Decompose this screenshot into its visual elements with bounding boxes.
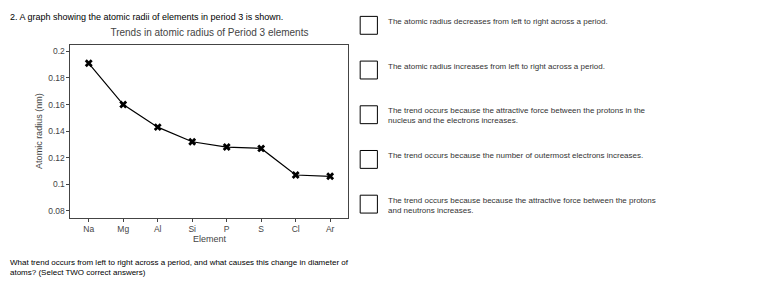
svg-text:2. A graph showing the atomic: 2. A graph showing the atomic radii of e…	[10, 12, 283, 22]
svg-text:0.08: 0.08	[48, 206, 65, 216]
svg-text:0.1: 0.1	[53, 179, 65, 189]
svg-text:Atomic radius (nm): Atomic radius (nm)	[34, 93, 44, 169]
svg-text:Cl: Cl	[292, 224, 300, 234]
svg-text:0.12: 0.12	[48, 153, 65, 163]
svg-text:P: P	[224, 224, 230, 234]
svg-text:The trend occurs because the n: The trend occurs because the number of o…	[388, 151, 643, 160]
svg-text:The atomic radius increases fr: The atomic radius increases from left to…	[388, 62, 605, 71]
svg-text:The atomic radius decreases fr: The atomic radius decreases from left to…	[388, 17, 608, 26]
svg-text:Trends in atomic radius of Per: Trends in atomic radius of Period 3 elem…	[110, 27, 308, 38]
svg-text:Ar: Ar	[326, 224, 335, 234]
svg-text:S: S	[258, 224, 264, 234]
svg-text:The trend occurs because becau: The trend occurs because because the att…	[388, 196, 656, 215]
svg-text:The trend occurs because the a: The trend occurs because the attractive …	[388, 106, 646, 125]
svg-text:0.2: 0.2	[53, 46, 65, 56]
svg-text:Al: Al	[154, 224, 162, 234]
svg-text:0.16: 0.16	[48, 100, 65, 110]
svg-text:Si: Si	[188, 224, 196, 234]
svg-text:0.18: 0.18	[48, 73, 65, 83]
svg-text:Mg: Mg	[117, 224, 129, 234]
svg-text:Na: Na	[83, 224, 94, 234]
svg-text:What trend occurs from left to: What trend occurs from left to right acr…	[10, 258, 349, 277]
svg-text:Element: Element	[193, 234, 227, 244]
svg-text:0.14: 0.14	[48, 126, 65, 136]
